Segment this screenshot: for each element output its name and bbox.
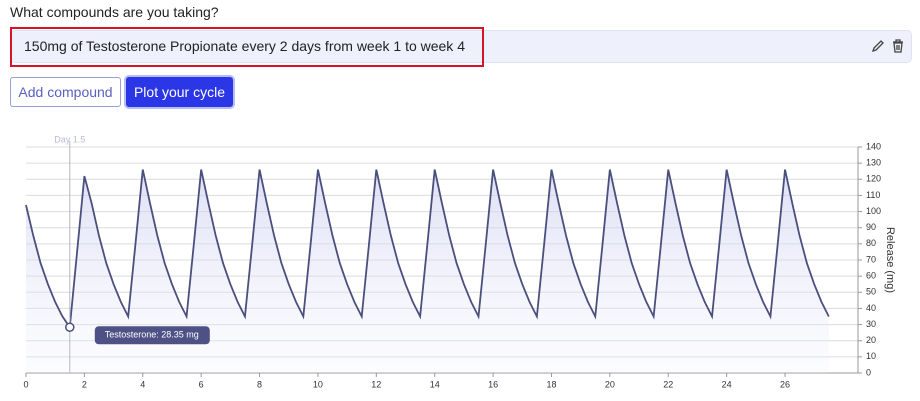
- x-tick-label: 16: [488, 379, 498, 389]
- y-tick-label: 20: [866, 335, 876, 345]
- y-tick-label: 50: [866, 287, 876, 297]
- y-axis-label: Release (mg): [884, 227, 896, 293]
- compound-row[interactable]: [10, 30, 912, 63]
- y-tick-label: 100: [866, 206, 881, 216]
- y-tick-label: 80: [866, 238, 876, 248]
- plot-button[interactable]: Plot your cycle: [126, 77, 233, 107]
- crosshair-label: Day 1.5: [54, 134, 85, 144]
- row-icons: [871, 39, 903, 53]
- x-tick-label: 24: [722, 379, 732, 389]
- x-tick-label: 18: [546, 379, 556, 389]
- y-tick-label: 10: [866, 351, 876, 361]
- x-tick-label: 12: [371, 379, 381, 389]
- y-tick-label: 60: [866, 271, 876, 281]
- x-tick-label: 6: [199, 379, 204, 389]
- y-tick-label: 130: [866, 158, 881, 168]
- y-tick-label: 140: [866, 141, 881, 151]
- x-tick-label: 4: [140, 379, 145, 389]
- x-tick-label: 22: [663, 379, 673, 389]
- tooltip: Testosterone: 28.35 mg: [105, 330, 199, 340]
- add-compound-button[interactable]: Add compound: [10, 77, 121, 107]
- y-tick-label: 90: [866, 222, 876, 232]
- y-tick-label: 30: [866, 319, 876, 329]
- compound-entry: 150mg of Testosterone Propionate every 2…: [24, 38, 465, 54]
- y-tick-label: 40: [866, 303, 876, 313]
- area: [26, 169, 829, 373]
- x-tick-label: 8: [257, 379, 262, 389]
- hover-point: [65, 322, 75, 332]
- x-tick-label: 0: [23, 379, 28, 389]
- x-tick-label: 26: [780, 379, 790, 389]
- highlight-box: [10, 27, 484, 67]
- line: [25, 169, 830, 330]
- x-tick-label: 20: [605, 379, 615, 389]
- delete-icon[interactable]: [893, 39, 903, 53]
- x-tick-label: 2: [82, 379, 87, 389]
- y-tick-label: 70: [866, 254, 876, 264]
- chart: Release (mg) 010203040506070809010011012…: [23, 134, 896, 389]
- y-tick-label: 120: [866, 174, 881, 184]
- y-tick-label: 110: [866, 190, 880, 200]
- question: What compounds are you taking?: [10, 4, 219, 20]
- x-tick-label: 10: [313, 379, 323, 389]
- y-tick-label: 0: [866, 367, 871, 377]
- edit-icon[interactable]: [871, 40, 884, 53]
- tooltip-box: [94, 326, 210, 345]
- x-tick-label: 14: [430, 379, 440, 389]
